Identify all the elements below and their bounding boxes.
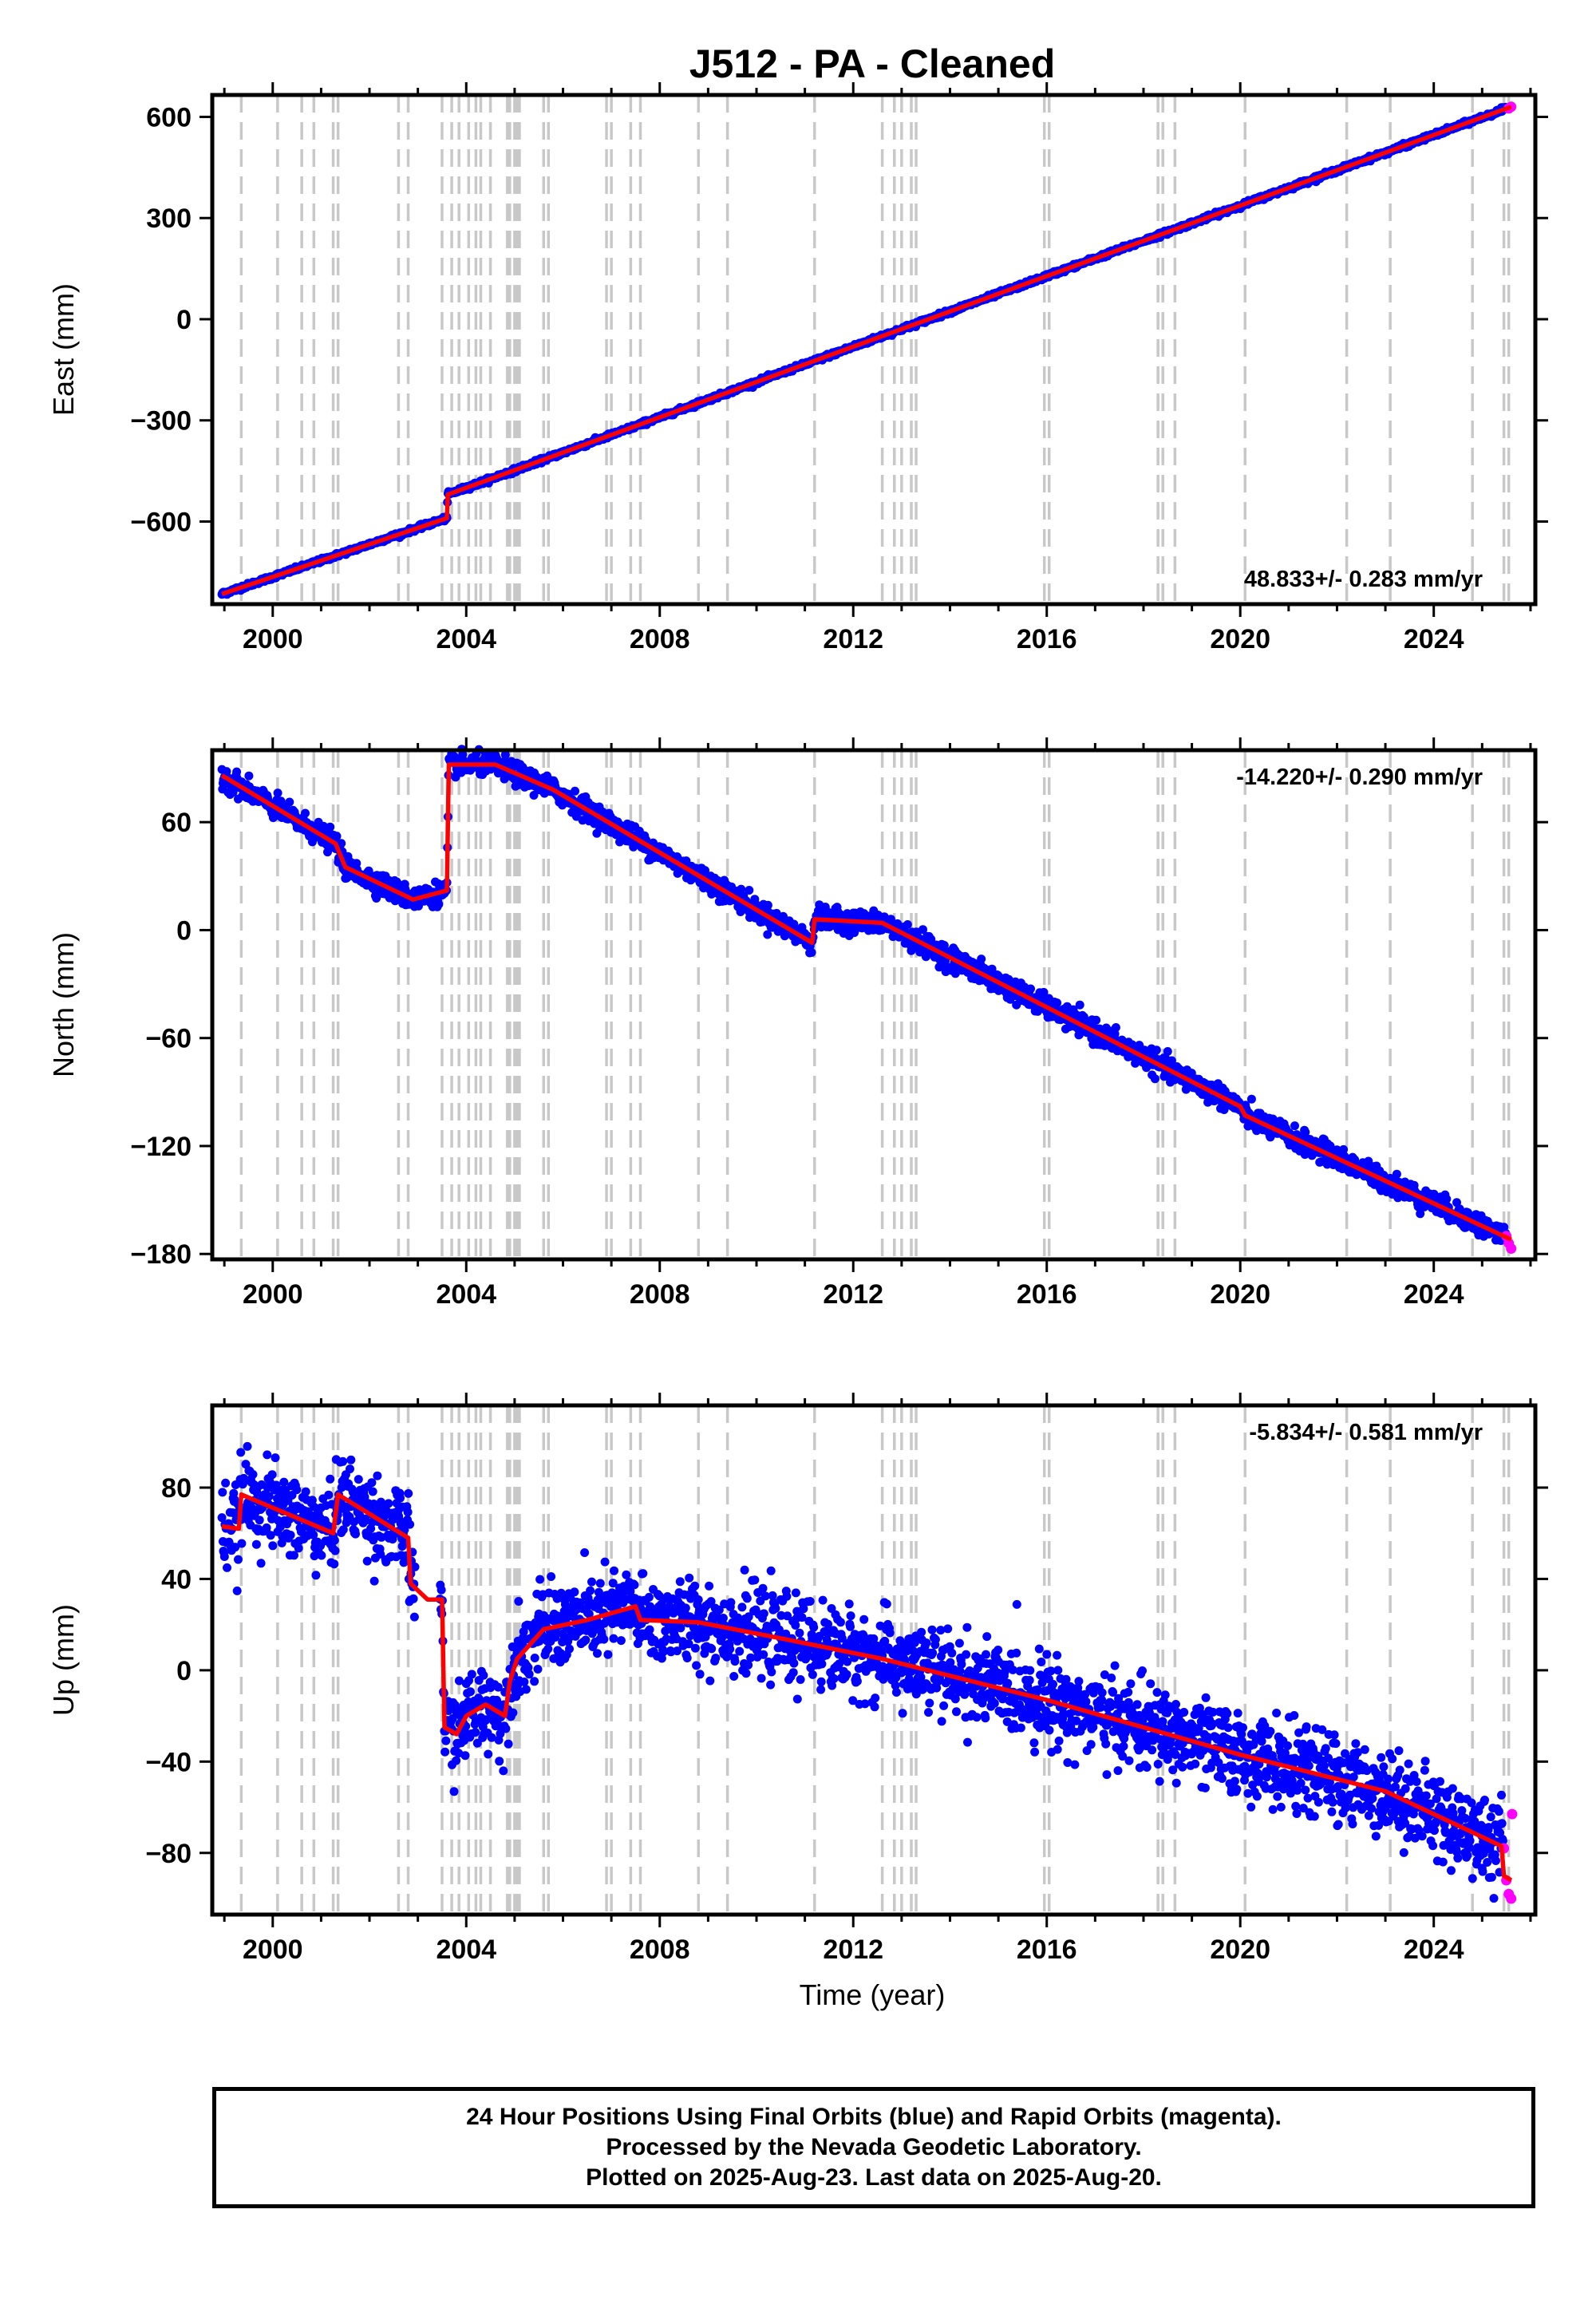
y-tick-label: 600	[146, 102, 192, 132]
x-tick-label: 2012	[823, 624, 883, 654]
data-point	[273, 788, 282, 798]
chart-title: J512 - PA - Cleaned	[689, 41, 1056, 86]
x-tick-label: 2004	[436, 624, 496, 654]
data-point	[1163, 1047, 1172, 1056]
panels-group: 600 300 0 −300 −600 2000 2004 2008 2012 2016 2020 2…	[47, 82, 1548, 1965]
data-point	[1246, 1094, 1256, 1104]
data-point	[807, 948, 816, 957]
y-tick-label: −300	[130, 406, 192, 437]
data-point	[285, 797, 294, 807]
y-tick-label: 0	[176, 305, 192, 335]
x-tick-label: 2024	[1404, 624, 1464, 654]
y-axis-label: East (mm)	[47, 283, 80, 416]
rate-label: 48.833+/- 0.283 mm/yr	[1244, 567, 1483, 592]
data-point	[1152, 1045, 1161, 1055]
y-tick-label: 300	[146, 204, 192, 234]
data-point	[301, 808, 310, 818]
x-tick-label: 2020	[1210, 624, 1270, 654]
data-point	[434, 899, 444, 909]
data-point	[1026, 984, 1035, 994]
data-point	[244, 771, 254, 781]
data-point	[977, 954, 986, 964]
x-tick-label: 2008	[630, 624, 690, 654]
data-point	[1053, 998, 1062, 1008]
data-point	[1092, 1015, 1101, 1025]
x-tick-label: 2016	[1017, 624, 1077, 654]
data-point	[326, 822, 335, 832]
data-point	[745, 886, 754, 895]
data-point	[1290, 1121, 1299, 1131]
data-point	[571, 786, 579, 796]
y-tick-label: −600	[130, 507, 192, 537]
x-tick-label: 2000	[243, 624, 303, 654]
data-point	[1150, 1074, 1159, 1084]
data-point	[903, 920, 912, 929]
data-point	[1111, 1023, 1120, 1032]
data-point	[1075, 1000, 1084, 1010]
panel-east: 600 300 0 −300 −600 2000 2004 2008 2012 2016 2020 2…	[47, 82, 1548, 654]
